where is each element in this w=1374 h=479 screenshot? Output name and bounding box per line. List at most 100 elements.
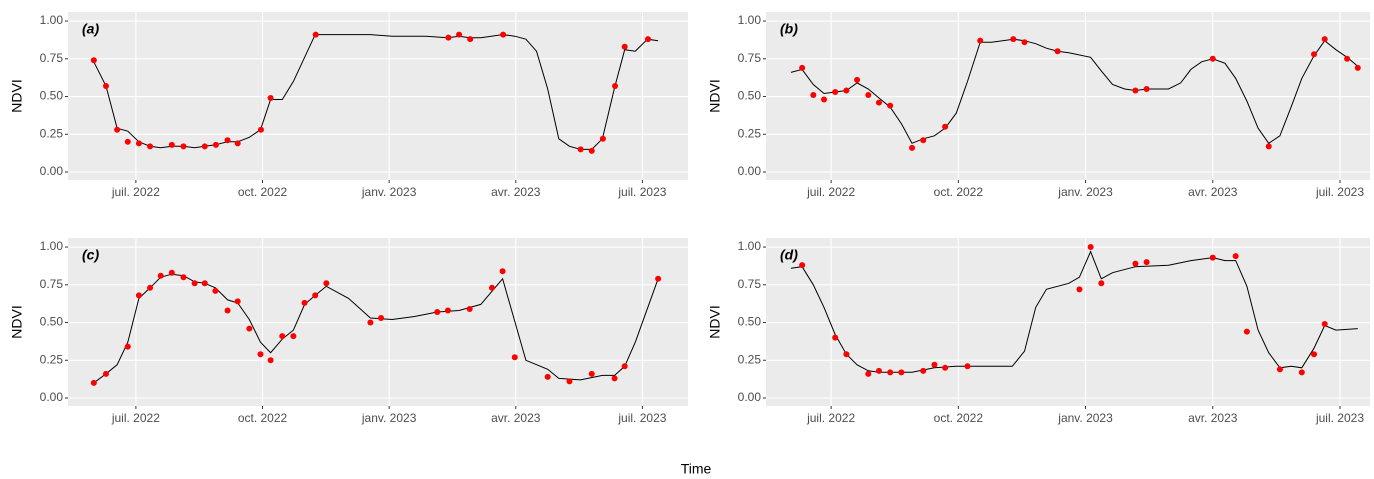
data-point xyxy=(1321,36,1328,43)
data-point xyxy=(1054,48,1061,55)
data-point xyxy=(180,274,187,281)
data-point xyxy=(1276,366,1283,373)
data-point xyxy=(865,92,872,99)
data-point xyxy=(102,82,109,89)
panel: 0.00 0.25 0.50 0.75 1.00 juil. 2022 oct. 2022 j… xyxy=(9,12,688,199)
data-point xyxy=(124,138,131,145)
x-tick-label: avr. 2023 xyxy=(491,185,541,199)
x-tick-label: juil. 2022 xyxy=(806,185,855,199)
data-point xyxy=(135,292,142,299)
data-point xyxy=(1243,328,1250,335)
x-tick-label: oct. 2022 xyxy=(934,185,984,199)
y-tick-label: 0.00 xyxy=(40,390,64,404)
data-point xyxy=(499,268,506,275)
y-tick-label: 0.50 xyxy=(40,315,64,329)
data-point xyxy=(942,123,949,130)
panel: 0.00 0.25 0.50 0.75 1.00 juil. 2022 oct. 2022 j… xyxy=(707,12,1370,199)
data-point xyxy=(290,333,297,340)
data-point xyxy=(191,280,198,287)
data-point xyxy=(544,373,551,380)
data-point xyxy=(588,147,595,154)
data-point xyxy=(821,96,828,103)
y-tick-label: 0.25 xyxy=(40,126,64,140)
data-point xyxy=(799,64,806,71)
y-tick-label: 1.00 xyxy=(738,13,762,27)
x-tick-label: janv. 2023 xyxy=(361,411,417,425)
data-point xyxy=(843,87,850,94)
y-tick-label: 0.00 xyxy=(738,164,762,178)
x-tick-label: juil. 2022 xyxy=(111,411,160,425)
y-tick-label: 0.00 xyxy=(40,164,64,178)
y-axis-title: NDVI xyxy=(9,79,25,112)
data-point xyxy=(942,364,949,371)
data-point xyxy=(1298,369,1305,376)
data-point xyxy=(301,299,308,306)
data-point xyxy=(1076,286,1083,293)
data-point xyxy=(875,99,882,106)
y-tick-label: 1.00 xyxy=(738,239,762,253)
data-point xyxy=(102,370,109,377)
data-point xyxy=(1311,351,1318,358)
data-point xyxy=(1087,244,1094,251)
data-point xyxy=(612,82,619,89)
panel: 0.00 0.25 0.50 0.75 1.00 juil. 2022 oct. 2022 j… xyxy=(9,238,688,425)
data-point xyxy=(312,31,319,38)
data-point xyxy=(909,144,916,151)
data-point xyxy=(1143,85,1150,92)
data-point xyxy=(212,287,219,294)
y-axis-title: NDVI xyxy=(707,79,723,112)
data-point xyxy=(964,363,971,370)
y-tick-label: 0.00 xyxy=(738,390,762,404)
x-tick-label: janv. 2023 xyxy=(1057,411,1113,425)
data-point xyxy=(124,343,131,350)
data-point xyxy=(467,36,474,43)
data-point xyxy=(644,36,651,43)
data-point xyxy=(488,284,495,291)
data-point xyxy=(588,370,595,377)
data-point xyxy=(566,378,573,385)
data-point xyxy=(224,137,231,144)
data-point xyxy=(500,31,507,38)
data-point xyxy=(1209,55,1216,62)
data-point xyxy=(267,357,274,364)
data-point xyxy=(854,76,861,83)
data-point xyxy=(445,34,452,41)
data-point xyxy=(1132,87,1139,94)
y-tick-label: 0.25 xyxy=(738,352,762,366)
y-tick-label: 0.75 xyxy=(738,51,762,65)
panel-tag: (c) xyxy=(82,247,99,263)
data-point xyxy=(887,369,894,376)
data-point xyxy=(90,57,97,64)
data-point xyxy=(257,351,264,358)
data-point xyxy=(577,146,584,153)
y-tick-label: 1.00 xyxy=(40,239,64,253)
x-tick-label: avr. 2023 xyxy=(491,411,541,425)
data-point xyxy=(367,319,374,326)
data-point xyxy=(323,280,330,287)
x-tick-label: avr. 2023 xyxy=(1188,411,1238,425)
y-tick-label: 0.25 xyxy=(40,352,64,366)
data-point xyxy=(90,379,97,386)
data-point xyxy=(201,280,208,287)
data-point xyxy=(234,140,241,147)
data-point xyxy=(168,141,175,148)
data-point xyxy=(224,307,231,314)
y-tick-label: 0.25 xyxy=(738,126,762,140)
x-tick-label: janv. 2023 xyxy=(1057,185,1113,199)
data-point xyxy=(135,140,142,147)
data-point xyxy=(444,307,451,314)
data-point xyxy=(234,298,241,305)
data-point xyxy=(201,143,208,150)
data-point xyxy=(621,43,628,50)
x-axis-title: Time xyxy=(681,461,712,477)
data-point xyxy=(832,89,839,95)
y-axis-title: NDVI xyxy=(707,305,723,338)
y-tick-label: 1.00 xyxy=(40,13,64,27)
data-point xyxy=(267,95,274,102)
data-point xyxy=(810,92,817,99)
data-point xyxy=(611,375,618,382)
data-point xyxy=(1209,254,1216,261)
data-point xyxy=(799,262,806,269)
x-tick-label: juil. 2022 xyxy=(806,411,855,425)
data-point xyxy=(114,126,121,133)
